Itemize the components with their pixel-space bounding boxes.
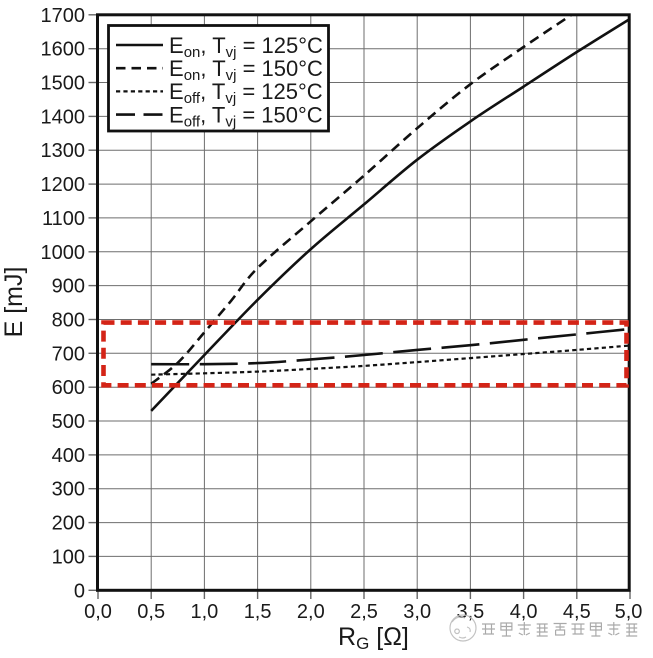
svg-text:Eon, Tvj = 150°C: Eon, Tvj = 150°C <box>169 56 323 84</box>
svg-text:0,5: 0,5 <box>137 601 165 623</box>
svg-text:1600: 1600 <box>41 39 86 61</box>
svg-text:1700: 1700 <box>41 5 86 27</box>
svg-text:1300: 1300 <box>41 140 86 162</box>
svg-text:1,0: 1,0 <box>190 601 218 623</box>
svg-text:2,0: 2,0 <box>297 601 325 623</box>
svg-text:1100: 1100 <box>42 208 85 230</box>
svg-text:4,5: 4,5 <box>563 601 591 623</box>
svg-text:300: 300 <box>52 479 85 501</box>
svg-text:1000: 1000 <box>41 242 86 264</box>
svg-text:E [mJ]: E [mJ] <box>0 267 28 338</box>
svg-text:800: 800 <box>52 310 85 332</box>
svg-text:1,5: 1,5 <box>244 601 272 623</box>
svg-text:RG [Ω]: RG [Ω] <box>338 623 409 653</box>
svg-text:900: 900 <box>52 276 85 298</box>
svg-text:3,0: 3,0 <box>403 601 431 623</box>
svg-text:100: 100 <box>52 546 85 568</box>
svg-text:700: 700 <box>52 343 85 365</box>
svg-text:0: 0 <box>74 580 85 602</box>
svg-text:2,5: 2,5 <box>350 601 378 623</box>
svg-text:3,5: 3,5 <box>456 601 484 623</box>
svg-text:500: 500 <box>52 411 85 433</box>
svg-text:1400: 1400 <box>41 106 86 128</box>
svg-text:Eon, Tvj = 125°C: Eon, Tvj = 125°C <box>169 33 323 61</box>
svg-text:1500: 1500 <box>41 73 86 95</box>
svg-text:200: 200 <box>52 513 85 535</box>
svg-text:0,0: 0,0 <box>84 601 112 623</box>
svg-text:Eoff, Tvj = 150°C: Eoff, Tvj = 150°C <box>169 102 323 130</box>
svg-text:600: 600 <box>52 377 85 399</box>
svg-text:1200: 1200 <box>41 174 86 196</box>
svg-text:5,0: 5,0 <box>615 601 643 623</box>
svg-text:4,0: 4,0 <box>510 601 538 623</box>
svg-text:400: 400 <box>52 445 85 467</box>
